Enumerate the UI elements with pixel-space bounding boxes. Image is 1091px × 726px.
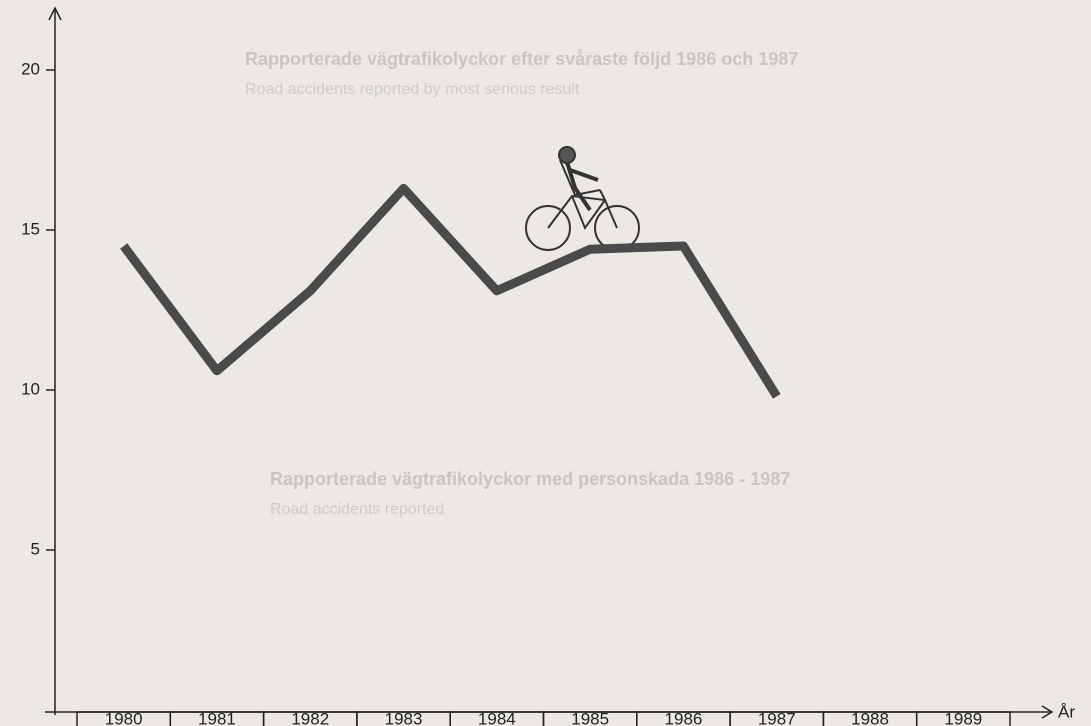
x-tick-label: 1989 — [944, 709, 982, 726]
y-tick-label: 20 — [21, 59, 40, 78]
x-tick-label: 1981 — [198, 709, 236, 726]
background-subheading: Road accidents reported — [270, 501, 444, 518]
background-subheading: Road accidents reported by most serious … — [245, 81, 580, 98]
x-axis-label: År — [1058, 702, 1075, 721]
x-tick-label: 1983 — [385, 709, 423, 726]
cyclist-icon — [525, 146, 640, 251]
y-axis-arrow — [48, 6, 62, 21]
x-tick-label: 1985 — [571, 709, 609, 726]
background-heading: Rapporterade vägtrafikolyckor med person… — [270, 469, 790, 489]
x-tick-label: 1984 — [478, 709, 516, 726]
y-tick-label: 15 — [21, 219, 40, 238]
category-cell — [915, 711, 1011, 726]
y-tick-label: 10 — [21, 379, 40, 398]
x-tick-label: 1987 — [758, 709, 796, 726]
background-heading: Rapporterade vägtrafikolyckor efter svår… — [245, 49, 798, 69]
x-tick-label: 1988 — [851, 709, 889, 726]
x-axis-arrow — [1041, 705, 1054, 719]
x-tick-label: 1980 — [105, 709, 143, 726]
y-tick-label: 5 — [31, 539, 40, 558]
data-line — [120, 183, 781, 399]
x-tick-label: 1986 — [665, 709, 703, 726]
x-tick-label: 1982 — [291, 709, 329, 726]
